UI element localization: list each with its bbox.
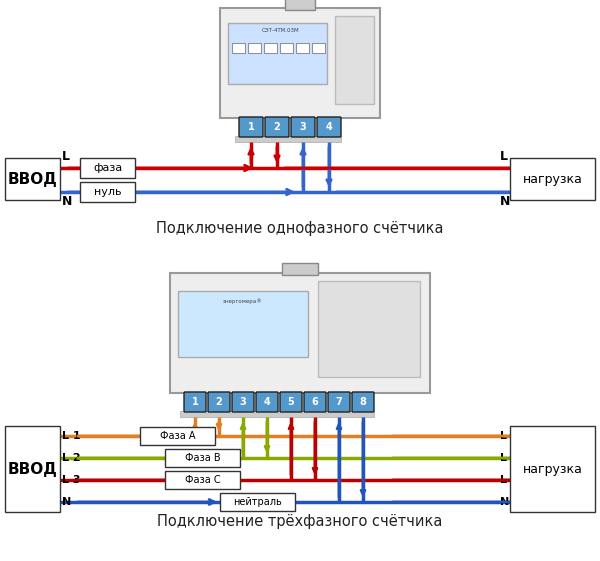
- FancyBboxPatch shape: [232, 392, 254, 412]
- Bar: [248, 43, 261, 53]
- Text: 2: 2: [274, 122, 280, 132]
- Text: 1: 1: [191, 397, 199, 407]
- Text: энергомера®: энергомера®: [223, 298, 263, 304]
- Text: L 3: L 3: [62, 475, 80, 485]
- Text: СЭТ-4ТМ.03М: СЭТ-4ТМ.03М: [262, 27, 299, 33]
- Bar: [264, 43, 277, 53]
- FancyBboxPatch shape: [256, 392, 278, 412]
- Text: нейтраль: нейтраль: [233, 497, 282, 507]
- FancyBboxPatch shape: [184, 392, 206, 412]
- Bar: [285, 0, 315, 10]
- FancyBboxPatch shape: [328, 392, 350, 412]
- Bar: [510, 158, 595, 200]
- FancyBboxPatch shape: [352, 392, 374, 412]
- FancyBboxPatch shape: [265, 117, 289, 137]
- Text: L: L: [62, 150, 70, 163]
- Bar: [510, 426, 595, 512]
- FancyBboxPatch shape: [317, 117, 341, 137]
- Bar: [140, 427, 215, 445]
- Bar: [228, 23, 327, 84]
- Text: 3: 3: [239, 397, 247, 407]
- FancyBboxPatch shape: [208, 392, 230, 412]
- Text: L 1: L 1: [62, 431, 80, 441]
- Text: 7: 7: [335, 397, 343, 407]
- Text: ВВОД: ВВОД: [8, 172, 58, 186]
- Text: нагрузка: нагрузка: [523, 172, 583, 186]
- Text: 1: 1: [248, 122, 254, 132]
- Bar: [5, 426, 60, 512]
- Text: нуль: нуль: [94, 187, 121, 197]
- Text: L 2: L 2: [500, 453, 518, 463]
- Text: 8: 8: [359, 397, 367, 407]
- Text: L 1: L 1: [500, 431, 518, 441]
- Text: 4: 4: [326, 122, 332, 132]
- Bar: [296, 43, 309, 53]
- Bar: [312, 43, 325, 53]
- Text: Фаза В: Фаза В: [185, 453, 220, 463]
- Bar: [318, 281, 419, 377]
- Text: L 3: L 3: [500, 475, 518, 485]
- Bar: [178, 291, 308, 357]
- Text: 5: 5: [287, 397, 295, 407]
- Bar: [170, 273, 430, 393]
- Bar: [220, 8, 380, 118]
- Text: фаза: фаза: [93, 163, 122, 173]
- Bar: [80, 182, 135, 202]
- Text: L 2: L 2: [62, 453, 80, 463]
- Bar: [335, 16, 374, 104]
- Bar: [280, 43, 293, 53]
- Text: N: N: [62, 497, 71, 507]
- Bar: [165, 449, 240, 467]
- Bar: [5, 158, 60, 200]
- Text: 3: 3: [299, 122, 307, 132]
- Text: Подключение однофазного счётчика: Подключение однофазного счётчика: [156, 220, 444, 236]
- Text: нагрузка: нагрузка: [523, 462, 583, 476]
- Text: Фаза С: Фаза С: [185, 475, 220, 485]
- Text: N: N: [500, 497, 509, 507]
- Bar: [165, 471, 240, 489]
- FancyBboxPatch shape: [239, 117, 263, 137]
- Bar: [232, 43, 245, 53]
- Text: L: L: [500, 150, 508, 163]
- Bar: [282, 263, 318, 275]
- Text: Фаза А: Фаза А: [160, 431, 195, 441]
- FancyBboxPatch shape: [291, 117, 315, 137]
- Text: N: N: [62, 195, 73, 208]
- Bar: [235, 136, 341, 142]
- Bar: [180, 411, 374, 417]
- FancyBboxPatch shape: [304, 392, 326, 412]
- Text: 4: 4: [263, 397, 271, 407]
- Text: Подключение трёхфазного счётчика: Подключение трёхфазного счётчика: [157, 513, 443, 528]
- Text: 2: 2: [215, 397, 223, 407]
- Bar: [220, 493, 295, 511]
- FancyBboxPatch shape: [280, 392, 302, 412]
- Bar: [80, 158, 135, 178]
- Text: ВВОД: ВВОД: [8, 462, 58, 476]
- Text: N: N: [500, 195, 511, 208]
- Text: 6: 6: [311, 397, 319, 407]
